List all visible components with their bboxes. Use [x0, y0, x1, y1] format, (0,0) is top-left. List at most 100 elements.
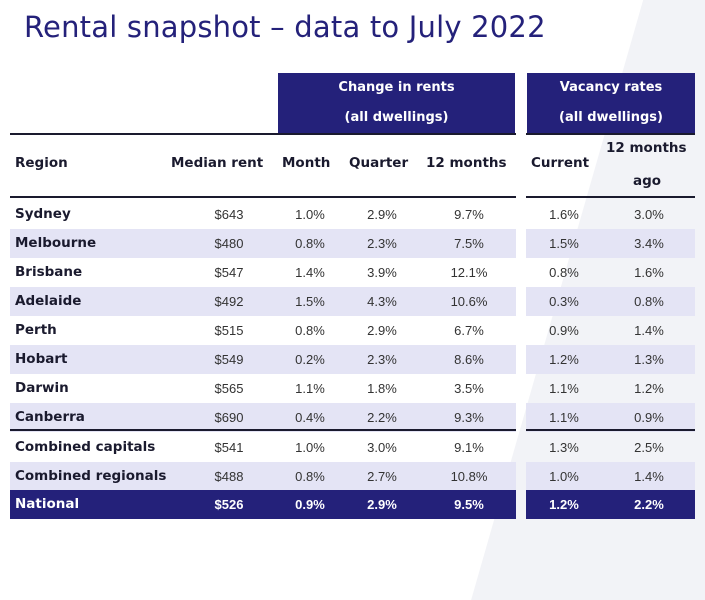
region-name: Adelaide: [15, 293, 82, 309]
header-quarter: Quarter: [349, 155, 409, 171]
change-in-rents-line1: Change in rents: [338, 80, 455, 95]
change-in-rents-line2: (all dwellings): [344, 110, 449, 125]
cell-month: 1.1%: [295, 381, 325, 396]
row-band-vacancy: [526, 345, 695, 374]
header-12-months-ago-line1: 12 months: [606, 140, 687, 156]
header-current: Current: [531, 155, 590, 171]
cell-twelve: 10.6%: [450, 294, 488, 309]
cell-ago: 2.2%: [634, 497, 664, 512]
region-name: Canberra: [15, 409, 85, 425]
cell-quarter: 2.7%: [367, 469, 397, 484]
cell-median: $541: [214, 440, 244, 455]
row-band-vacancy: [526, 229, 695, 258]
cell-quarter: 4.3%: [367, 294, 397, 309]
cell-ago: 1.4%: [634, 323, 664, 338]
row-band-vacancy: [526, 490, 695, 519]
cell-month: 0.8%: [295, 236, 325, 251]
row-band: [10, 462, 516, 491]
cell-current: 1.5%: [549, 236, 579, 251]
cell-month: 1.4%: [295, 265, 325, 280]
cell-quarter: 2.9%: [367, 323, 397, 338]
cell-twelve: 12.1%: [450, 265, 488, 280]
cell-twelve: 8.6%: [454, 352, 484, 367]
cell-median: $549: [214, 352, 244, 367]
header-12-months: 12 months: [426, 155, 507, 171]
cell-ago: 0.8%: [634, 294, 664, 309]
row-band: [10, 345, 516, 374]
region-name: Brisbane: [15, 264, 83, 280]
cell-twelve: 9.1%: [454, 440, 484, 455]
cell-month: 0.4%: [295, 410, 325, 425]
row-band-vacancy: [526, 462, 695, 491]
row-band: [10, 229, 516, 258]
cell-month: 0.2%: [295, 352, 325, 367]
cell-ago: 0.9%: [634, 410, 664, 425]
cell-twelve: 10.8%: [450, 469, 488, 484]
vacancy-rates-line2: (all dwellings): [559, 110, 663, 125]
cell-median: $515: [214, 323, 244, 338]
cell-quarter: 2.3%: [367, 236, 397, 251]
region-name: National: [15, 496, 80, 512]
cell-quarter: 2.9%: [367, 497, 397, 512]
cell-ago: 1.2%: [634, 381, 664, 396]
cell-month: 0.8%: [295, 469, 325, 484]
cell-median: $526: [214, 497, 244, 512]
header-month: Month: [282, 155, 331, 171]
cell-ago: 2.5%: [634, 440, 664, 455]
table-row: National $526 0.9% 2.9% 9.5% 1.2% 2.2%: [0, 490, 705, 519]
cell-month: 0.9%: [295, 497, 325, 512]
cell-twelve: 9.3%: [454, 410, 484, 425]
cell-month: 1.0%: [295, 440, 325, 455]
cell-current: 0.9%: [549, 323, 579, 338]
table-row: Adelaide $492 1.5% 4.3% 10.6% 0.3% 0.8%: [0, 287, 705, 316]
table-row: Perth $515 0.8% 2.9% 6.7% 0.9% 1.4%: [0, 316, 705, 345]
region-name: Combined capitals: [15, 439, 156, 455]
cell-quarter: 2.3%: [367, 352, 397, 367]
cell-current: 1.2%: [549, 497, 579, 512]
change-in-rents-header: Change in rents (all dwellings): [278, 73, 515, 133]
cell-ago: 1.6%: [634, 265, 664, 280]
region-name: Sydney: [15, 206, 71, 222]
row-band: [10, 287, 516, 316]
capitals-rule-vacancy: [526, 429, 695, 431]
cell-median: $690: [214, 410, 244, 425]
header-top-rule-vacancy: [526, 133, 695, 135]
cell-twelve: 3.5%: [454, 381, 484, 396]
cell-median: $480: [214, 236, 244, 251]
cell-current: 1.1%: [549, 410, 579, 425]
table-row: Darwin $565 1.1% 1.8% 3.5% 1.1% 1.2%: [0, 374, 705, 403]
header-bottom-rule-vacancy: [526, 196, 695, 198]
cell-quarter: 3.0%: [367, 440, 397, 455]
header-median-rent: Median rent: [171, 155, 264, 171]
row-band: [10, 490, 516, 519]
row-band: [10, 403, 516, 432]
cell-quarter: 1.8%: [367, 381, 397, 396]
cell-quarter: 2.9%: [367, 207, 397, 222]
cell-twelve: 6.7%: [454, 323, 484, 338]
cell-month: 1.0%: [295, 207, 325, 222]
capitals-rule: [10, 429, 516, 431]
header-12-months-ago-line2: ago: [633, 173, 662, 189]
cell-ago: 1.4%: [634, 469, 664, 484]
table-row: Canberra $690 0.4% 2.2% 9.3% 1.1% 0.9%: [0, 403, 705, 432]
header-bottom-rule: [10, 196, 516, 198]
region-name: Perth: [15, 322, 57, 338]
cell-twelve: 9.7%: [454, 207, 484, 222]
cell-current: 1.6%: [549, 207, 579, 222]
cell-ago: 3.4%: [634, 236, 664, 251]
cell-median: $492: [214, 294, 244, 309]
cell-current: 1.0%: [549, 469, 579, 484]
cell-current: 1.3%: [549, 440, 579, 455]
table-row: Melbourne $480 0.8% 2.3% 7.5% 1.5% 3.4%: [0, 229, 705, 258]
cell-twelve: 7.5%: [454, 236, 484, 251]
cell-median: $643: [214, 207, 244, 222]
page-title: Rental snapshot – data to July 2022: [24, 10, 546, 44]
row-band-vacancy: [526, 403, 695, 432]
vacancy-rates-line1: Vacancy rates: [559, 80, 663, 95]
region-name: Combined regionals: [15, 468, 167, 484]
cell-median: $488: [214, 469, 244, 484]
header-region: Region: [15, 155, 68, 171]
cell-current: 1.1%: [549, 381, 579, 396]
cell-current: 1.2%: [549, 352, 579, 367]
region-name: Melbourne: [15, 235, 97, 251]
